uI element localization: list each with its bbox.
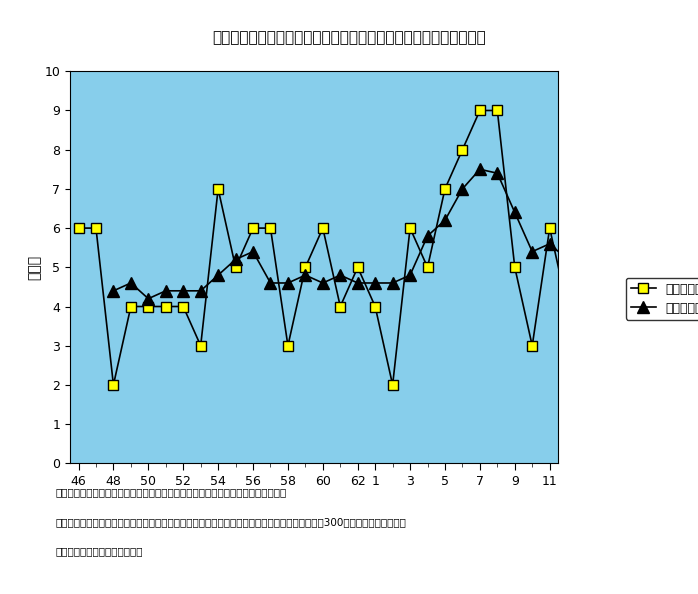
各年本土接近数 [336, 303, 344, 310]
各年本土接近数 [371, 303, 379, 310]
５年移動平均 [597, 240, 606, 247]
５年移動平均 [179, 287, 187, 295]
５年移動平均 [545, 240, 554, 247]
各年本土接近数 [632, 264, 641, 271]
Y-axis label: （個）: （個） [27, 255, 41, 280]
５年移動平均 [371, 279, 379, 286]
５年移動平均 [353, 279, 362, 286]
５年移動平均 [109, 287, 117, 295]
Text: （図２－５－１）　台風の本土への接近数（上陸数を含む）の推移: （図２－５－１） 台風の本土への接近数（上陸数を含む）の推移 [212, 30, 486, 45]
Line: ５年移動平均: ５年移動平均 [108, 164, 607, 304]
５年移動平均 [318, 279, 327, 286]
各年本土接近数 [266, 225, 274, 232]
各年本土接近数 [388, 381, 396, 388]
５年移動平均 [580, 248, 588, 255]
５年移動平均 [528, 248, 536, 255]
Text: 台風の本土への接近：台風の中心が北海道・本州・四国・九州のいずれかの気象官署から300㎞以内に接近した場合: 台風の本土への接近：台風の中心が北海道・本州・四国・九州のいずれかの気象官署から… [56, 517, 407, 527]
５年移動平均 [283, 279, 292, 286]
各年本土接近数 [493, 107, 501, 114]
５年移動平均 [302, 271, 310, 279]
５年移動平均 [388, 279, 396, 286]
各年本土接近数 [127, 303, 135, 310]
５年移動平均 [144, 295, 152, 302]
５年移動平均 [161, 287, 170, 295]
各年本土接近数 [91, 225, 101, 232]
各年本土接近数 [441, 185, 450, 192]
各年本土接近数 [318, 225, 327, 232]
各年本土接近数 [109, 381, 117, 388]
各年本土接近数 [406, 225, 414, 232]
５年移動平均 [510, 209, 519, 216]
各年本土接近数 [528, 342, 536, 349]
５年移動平均 [127, 279, 135, 286]
各年本土接近数 [563, 303, 571, 310]
Line: 各年本土接近数: 各年本土接近数 [74, 106, 641, 390]
各年本土接近数 [161, 303, 170, 310]
５年移動平均 [197, 287, 205, 295]
５年移動平均 [336, 271, 344, 279]
５年移動平均 [248, 248, 257, 255]
５年移動平均 [475, 166, 484, 173]
Text: （注）台風の上陸：台風の中心が北海道・本州・四国・九州の海岸線に達した場合: （注）台風の上陸：台風の中心が北海道・本州・四国・九州の海岸線に達した場合 [56, 487, 287, 497]
各年本土接近数 [458, 146, 466, 153]
５年移動平均 [441, 217, 450, 224]
５年移動平均 [214, 271, 222, 279]
各年本土接近数 [283, 342, 292, 349]
５年移動平均 [231, 256, 240, 263]
各年本土接近数 [597, 225, 606, 232]
Text: （気象庁資料より内閣府作成）: （気象庁資料より内閣府作成） [56, 546, 143, 557]
５年移動平均 [458, 185, 466, 192]
各年本土接近数 [197, 342, 205, 349]
各年本土接近数 [74, 225, 82, 232]
各年本土接近数 [231, 264, 240, 271]
５年移動平均 [266, 279, 274, 286]
各年本土接近数 [214, 185, 222, 192]
各年本土接近数 [248, 225, 257, 232]
各年本土接近数 [423, 264, 431, 271]
各年本土接近数 [510, 264, 519, 271]
各年本土接近数 [545, 225, 554, 232]
５年移動平均 [563, 256, 571, 263]
各年本土接近数 [580, 225, 588, 232]
各年本土接近数 [353, 264, 362, 271]
５年移動平均 [406, 271, 414, 279]
５年移動平均 [423, 232, 431, 239]
各年本土接近数 [475, 107, 484, 114]
各年本土接近数 [302, 264, 310, 271]
各年本土接近数 [615, 185, 623, 192]
Legend: 各年本土接近数, ５年移動平均: 各年本土接近数, ５年移動平均 [625, 277, 698, 320]
５年移動平均 [493, 170, 501, 177]
各年本土接近数 [179, 303, 187, 310]
各年本土接近数 [144, 303, 152, 310]
